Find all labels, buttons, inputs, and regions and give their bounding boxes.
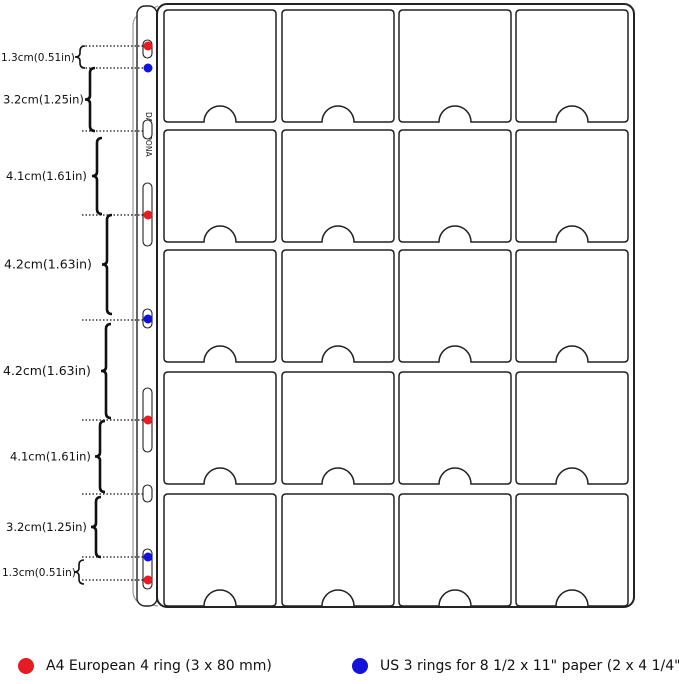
dimension-label: 4.2cm(1.63in) [3, 363, 91, 378]
pocket-r4-c3 [398, 371, 512, 485]
dimension-label: 4.1cm(1.61in) [6, 169, 87, 183]
a4-hole [143, 575, 153, 585]
pocket-r5-c3 [398, 493, 512, 607]
binding-strip [136, 5, 158, 607]
pocket-r4-c1 [163, 371, 277, 485]
pocket-r3-c1 [163, 249, 277, 363]
blue-dot-icon [352, 658, 368, 674]
dimension-brace [74, 45, 86, 69]
dimension-label: 3.2cm(1.25in) [3, 93, 84, 107]
dimension-label: 4.1cm(1.61in) [10, 450, 91, 464]
binder-page-diagram: DAVIDPONA 1.3cm(0.51in)3.2cm(1.25in)4.1c… [1, 3, 635, 608]
pocket-r1-c2 [281, 9, 395, 123]
pocket-r5-c2 [281, 493, 395, 607]
a4-hole [143, 415, 153, 425]
pocket-r3-c4 [515, 249, 629, 363]
dimension-brace [73, 559, 85, 585]
red-dot-icon [18, 658, 34, 674]
pocket-r2-c4 [515, 129, 629, 243]
legend-us-label: US 3 rings for 8 1/2 x 11" paper (2 x 4 … [380, 658, 679, 674]
us-hole [143, 63, 153, 73]
pocket-r5-c4 [515, 493, 629, 607]
dimension-label: 1.3cm(0.51in) [2, 567, 76, 579]
dimension-label: 4.2cm(1.63in) [4, 257, 92, 272]
pocket-r2-c3 [398, 129, 512, 243]
binder-slot [142, 484, 153, 503]
pocket-r4-c2 [281, 371, 395, 485]
a4-hole [143, 41, 153, 51]
legend-a4: A4 European 4 ring (3 x 80 mm) [18, 658, 272, 674]
us-hole [143, 552, 153, 562]
dimension-brace [84, 66, 96, 133]
pocket-r5-c1 [163, 493, 277, 607]
pocket-r1-c1 [163, 9, 277, 123]
a4-hole [143, 210, 153, 220]
pocket-r2-c1 [163, 129, 277, 243]
legend-us: US 3 rings for 8 1/2 x 11" paper (2 x 4 … [352, 658, 679, 674]
dimension-brace [90, 495, 102, 559]
pocket-r3-c3 [398, 249, 512, 363]
pocket-r4-c4 [515, 371, 629, 485]
dimension-brace [91, 136, 103, 216]
pocket-r3-c2 [281, 249, 395, 363]
pocket-r2-c2 [281, 129, 395, 243]
dimension-label: 3.2cm(1.25in) [6, 520, 87, 534]
us-hole [143, 314, 153, 324]
dimension-brace [94, 419, 106, 494]
dimension-label: 1.3cm(0.51in) [1, 52, 75, 64]
dimension-brace [100, 322, 112, 420]
dimension-brace [101, 213, 113, 316]
legend-a4-label: A4 European 4 ring (3 x 80 mm) [46, 658, 272, 674]
pocket-r1-c3 [398, 9, 512, 123]
binder-slot [142, 119, 153, 140]
pocket-r1-c4 [515, 9, 629, 123]
